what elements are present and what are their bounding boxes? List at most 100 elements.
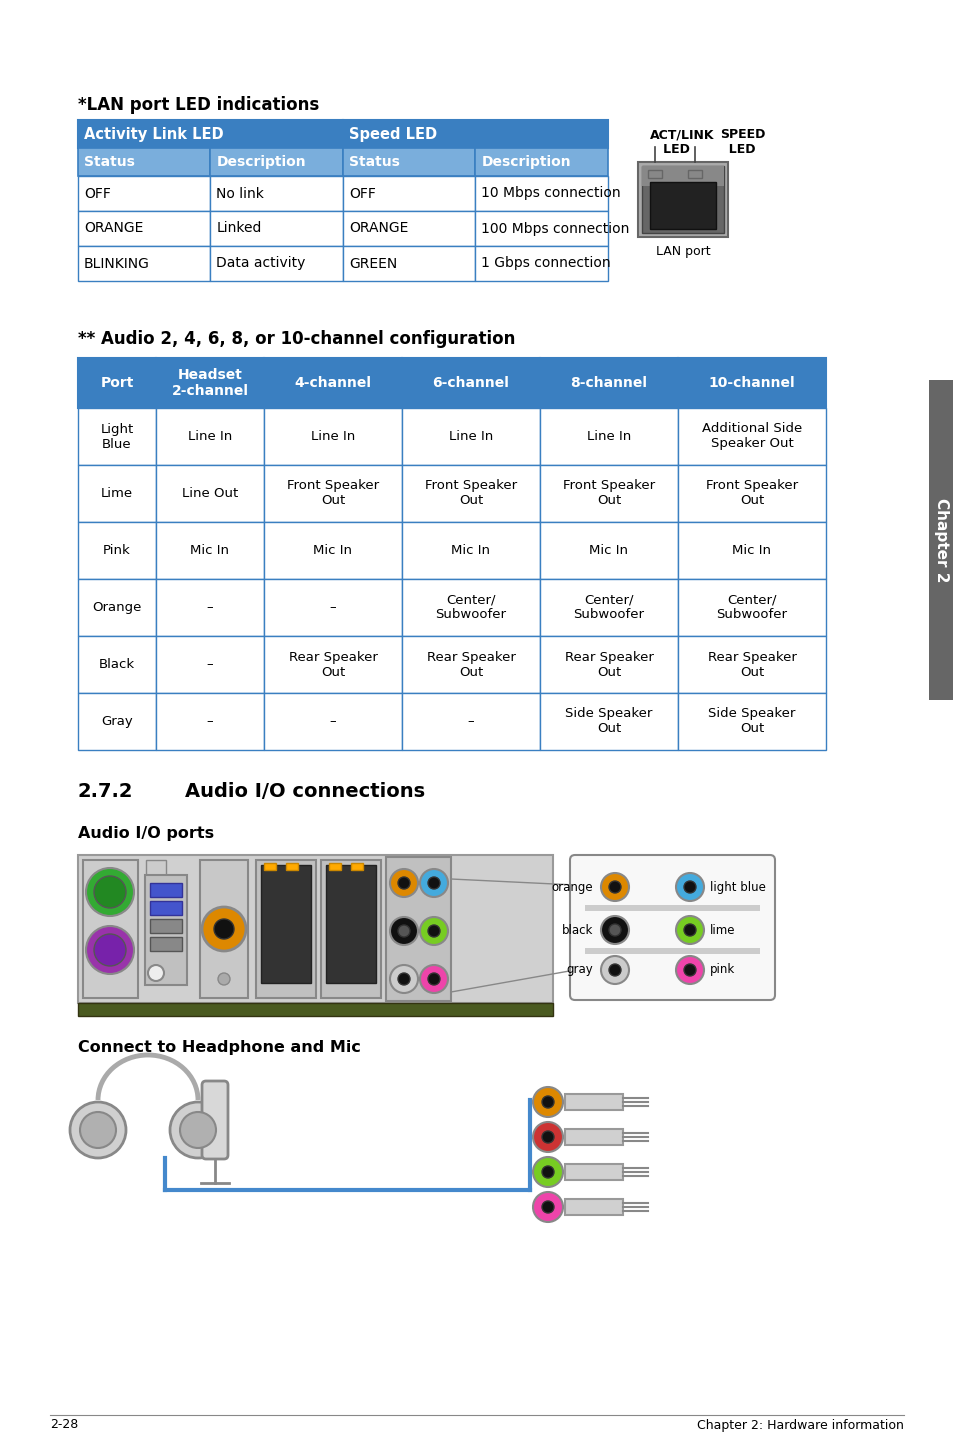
Circle shape xyxy=(80,1112,116,1148)
Text: Pink: Pink xyxy=(103,544,131,557)
Text: 10 Mbps connection: 10 Mbps connection xyxy=(481,187,620,200)
Circle shape xyxy=(397,974,410,985)
Circle shape xyxy=(608,925,620,936)
Bar xyxy=(641,165,723,186)
Bar xyxy=(539,636,678,693)
Bar xyxy=(539,464,678,522)
Text: Front Speaker
Out: Front Speaker Out xyxy=(287,479,378,508)
Bar xyxy=(156,636,264,693)
Text: Mic In: Mic In xyxy=(732,544,771,557)
Bar xyxy=(539,580,678,636)
Circle shape xyxy=(608,881,620,893)
Bar xyxy=(264,408,401,464)
Bar xyxy=(584,905,760,912)
Bar xyxy=(584,948,760,953)
Text: orange: orange xyxy=(551,880,593,893)
Bar xyxy=(78,148,211,175)
Bar xyxy=(211,246,343,280)
Bar xyxy=(475,211,607,246)
Bar xyxy=(156,464,264,522)
Bar xyxy=(678,464,825,522)
Text: –: – xyxy=(207,659,213,672)
Bar xyxy=(78,636,156,693)
Bar xyxy=(928,380,953,700)
Bar xyxy=(401,464,539,522)
Circle shape xyxy=(533,1087,562,1117)
Text: ACT/LINK
   LED: ACT/LINK LED xyxy=(649,128,714,155)
Text: Audio I/O ports: Audio I/O ports xyxy=(78,825,213,841)
Text: Rear Speaker
Out: Rear Speaker Out xyxy=(288,650,377,679)
Text: 4-channel: 4-channel xyxy=(294,375,371,390)
Circle shape xyxy=(428,877,439,889)
Bar xyxy=(78,693,156,751)
Text: black: black xyxy=(561,923,593,936)
Bar xyxy=(687,170,701,178)
Bar xyxy=(564,1163,622,1181)
Text: Status: Status xyxy=(84,155,134,170)
Text: Chapter 2: Chapter 2 xyxy=(933,498,948,582)
Bar xyxy=(678,358,825,408)
Text: 8-channel: 8-channel xyxy=(570,375,647,390)
Bar xyxy=(539,358,678,408)
Text: lime: lime xyxy=(709,923,735,936)
Bar xyxy=(150,919,182,933)
Text: Lime: Lime xyxy=(101,487,132,500)
Circle shape xyxy=(218,974,230,985)
Bar xyxy=(211,211,343,246)
Bar xyxy=(343,175,475,211)
Circle shape xyxy=(541,1132,554,1143)
Text: Speed LED: Speed LED xyxy=(349,127,436,141)
Bar xyxy=(641,165,723,233)
Text: Line Out: Line Out xyxy=(182,487,238,500)
Circle shape xyxy=(608,963,620,976)
Bar xyxy=(78,246,211,280)
FancyBboxPatch shape xyxy=(202,1081,228,1159)
Text: –: – xyxy=(467,715,474,728)
Text: Chapter 2: Hardware information: Chapter 2: Hardware information xyxy=(697,1418,903,1431)
Bar xyxy=(401,408,539,464)
Bar xyxy=(564,1199,622,1215)
Bar xyxy=(329,863,340,870)
Bar xyxy=(678,522,825,580)
Text: Side Speaker
Out: Side Speaker Out xyxy=(565,707,652,735)
Text: No link: No link xyxy=(216,187,264,200)
Bar xyxy=(286,863,297,870)
Circle shape xyxy=(683,963,696,976)
Bar xyxy=(264,693,401,751)
Text: Line In: Line In xyxy=(449,430,493,443)
Bar xyxy=(78,408,156,464)
Circle shape xyxy=(148,965,164,981)
Text: Status: Status xyxy=(349,155,399,170)
Text: 1 Gbps connection: 1 Gbps connection xyxy=(481,256,611,270)
Bar xyxy=(78,175,211,211)
Bar xyxy=(156,580,264,636)
Circle shape xyxy=(533,1192,562,1222)
Text: 2-28: 2-28 xyxy=(50,1418,78,1431)
Circle shape xyxy=(94,935,126,966)
Bar xyxy=(150,902,182,915)
Bar xyxy=(564,1129,622,1145)
Bar xyxy=(78,211,211,246)
Bar xyxy=(264,522,401,580)
Bar xyxy=(638,162,727,237)
Bar xyxy=(351,863,363,870)
Text: ORANGE: ORANGE xyxy=(349,221,408,236)
Circle shape xyxy=(202,907,246,951)
Bar xyxy=(78,1002,553,1017)
Circle shape xyxy=(428,925,439,938)
Bar xyxy=(264,636,401,693)
Text: Orange: Orange xyxy=(92,601,142,614)
Text: GREEN: GREEN xyxy=(349,256,396,270)
Circle shape xyxy=(86,869,133,916)
Text: Mic In: Mic In xyxy=(191,544,230,557)
Circle shape xyxy=(683,881,696,893)
Circle shape xyxy=(390,917,417,945)
Bar xyxy=(386,857,451,1001)
Bar xyxy=(264,464,401,522)
Circle shape xyxy=(86,926,133,974)
Bar xyxy=(320,860,380,998)
Bar xyxy=(211,148,343,175)
Text: Activity Link LED: Activity Link LED xyxy=(84,127,223,141)
Bar xyxy=(539,408,678,464)
Bar xyxy=(146,860,166,879)
